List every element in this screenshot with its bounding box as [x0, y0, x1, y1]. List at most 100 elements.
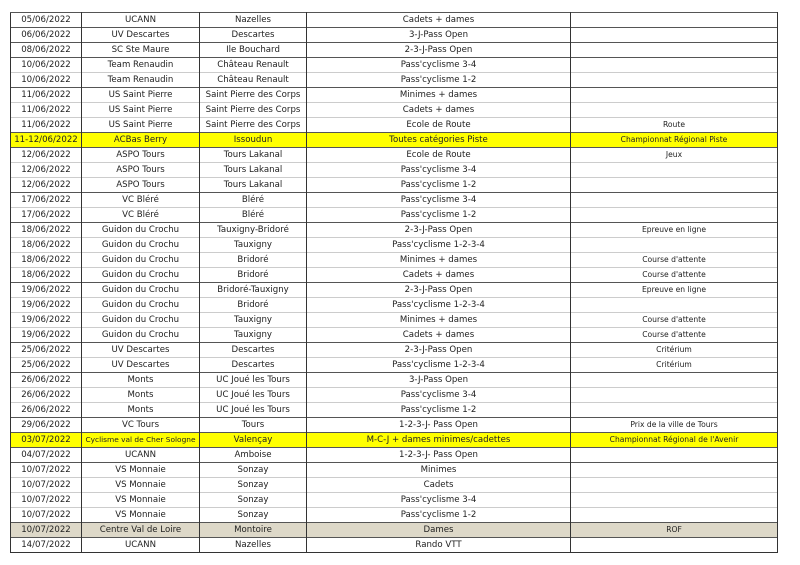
- category-cell: Cadets + dames: [306, 12, 571, 28]
- table-row: 11/06/2022 US Saint Pierre Saint Pierre de…: [10, 87, 778, 103]
- table-row: 11/06/2022 US Saint Pierre Saint Pierre de…: [10, 117, 778, 133]
- club-cell: Guidon du Crochu: [81, 237, 200, 253]
- observation-cell: [570, 507, 778, 523]
- observation-cell: Critérium: [570, 342, 778, 358]
- table-row: 08/06/2022 SC Ste Maure Ile Bouchard 2-3-J-…: [10, 42, 778, 58]
- table-row: 19/06/2022 Guidon du Crochu Bridoré Pass'cy…: [10, 297, 778, 313]
- table-row: 10/07/2022 VS Monnaie Sonzay Minimes: [10, 462, 778, 478]
- category-cell: Ecole de Route: [306, 147, 571, 163]
- date-cell: 19/06/2022: [10, 327, 82, 343]
- location-cell: Tauxigny: [199, 237, 307, 253]
- category-cell: 2-3-J-Pass Open: [306, 222, 571, 238]
- category-cell: Cadets + dames: [306, 267, 571, 283]
- table-row: 25/06/2022 UV Descartes Descartes Pass'cycl…: [10, 357, 778, 373]
- date-cell: 10/06/2022: [10, 72, 82, 88]
- category-cell: Cadets: [306, 477, 571, 493]
- category-cell: Toutes catégories Piste: [306, 132, 571, 148]
- location-cell: Bridoré: [199, 267, 307, 283]
- category-cell: Ecole de Route: [306, 117, 571, 133]
- table-row: 19/06/2022 Guidon du Crochu Tauxigny Cadets…: [10, 327, 778, 343]
- category-cell: Pass'cyclisme 1-2-3-4: [306, 357, 571, 373]
- location-cell: Tauxigny: [199, 312, 307, 328]
- date-cell: 19/06/2022: [10, 297, 82, 313]
- observation-cell: Route: [570, 117, 778, 133]
- table-row: 29/06/2022 VC Tours Tours 1-2-3-J- Pass Ope…: [10, 417, 778, 433]
- date-cell: 29/06/2022: [10, 417, 82, 433]
- date-cell: 10/06/2022: [10, 57, 82, 73]
- location-cell: Nazelles: [199, 537, 307, 553]
- category-cell: 1-2-3-J- Pass Open: [306, 447, 571, 463]
- date-cell: 10/07/2022: [10, 477, 82, 493]
- date-cell: 18/06/2022: [10, 222, 82, 238]
- table-row: 17/06/2022 VC Bléré Bléré Pass'cyclisme 1-2: [10, 207, 778, 223]
- table-row: 25/06/2022 UV Descartes Descartes 2-3-J-Pas…: [10, 342, 778, 358]
- category-cell: Minimes + dames: [306, 312, 571, 328]
- location-cell: Bridoré: [199, 297, 307, 313]
- table-row: 14/07/2022 UCANN Nazelles Rando VTT: [10, 537, 778, 553]
- club-cell: US Saint Pierre: [81, 102, 200, 118]
- date-cell: 18/06/2022: [10, 267, 82, 283]
- location-cell: Descartes: [199, 357, 307, 373]
- date-cell: 11-12/06/2022: [10, 132, 82, 148]
- category-cell: Pass'cyclisme 1-2: [306, 72, 571, 88]
- club-cell: VC Bléré: [81, 192, 200, 208]
- observation-cell: [570, 192, 778, 208]
- observation-cell: [570, 462, 778, 478]
- observation-cell: [570, 207, 778, 223]
- observation-cell: Prix de la ville de Tours: [570, 417, 778, 433]
- date-cell: 25/06/2022: [10, 342, 82, 358]
- location-cell: Montoire: [199, 522, 307, 538]
- observation-cell: Epreuve en ligne: [570, 282, 778, 298]
- observation-cell: [570, 177, 778, 193]
- category-cell: 3-J-Pass Open: [306, 27, 571, 43]
- date-cell: 04/07/2022: [10, 447, 82, 463]
- club-cell: UV Descartes: [81, 357, 200, 373]
- club-cell: Monts: [81, 387, 200, 403]
- observation-cell: [570, 447, 778, 463]
- location-cell: Bridoré-Tauxigny: [199, 282, 307, 298]
- category-cell: Pass'cyclisme 1-2: [306, 207, 571, 223]
- table-row: 18/06/2022 Guidon du Crochu Bridoré Cadets …: [10, 267, 778, 283]
- date-cell: 12/06/2022: [10, 162, 82, 178]
- category-cell: 2-3-J-Pass Open: [306, 342, 571, 358]
- date-cell: 11/06/2022: [10, 102, 82, 118]
- observation-cell: Championnat Régional de l'Avenir: [570, 432, 778, 448]
- date-cell: 10/07/2022: [10, 507, 82, 523]
- observation-cell: Course d'attente: [570, 267, 778, 283]
- club-cell: VS Monnaie: [81, 492, 200, 508]
- date-cell: 19/06/2022: [10, 312, 82, 328]
- club-cell: ACBas Berry: [81, 132, 200, 148]
- club-cell: UV Descartes: [81, 342, 200, 358]
- location-cell: Nazelles: [199, 12, 307, 28]
- location-cell: Descartes: [199, 27, 307, 43]
- observation-cell: [570, 372, 778, 388]
- club-cell: Cyclisme val de Cher Sologne: [81, 432, 200, 448]
- category-cell: 2-3-J-Pass Open: [306, 42, 571, 58]
- club-cell: US Saint Pierre: [81, 117, 200, 133]
- observation-cell: Jeux: [570, 147, 778, 163]
- date-cell: 05/06/2022: [10, 12, 82, 28]
- club-cell: Team Renaudin: [81, 57, 200, 73]
- date-cell: 26/06/2022: [10, 372, 82, 388]
- table-row: 10/07/2022 VS Monnaie Sonzay Cadets: [10, 477, 778, 493]
- club-cell: VS Monnaie: [81, 507, 200, 523]
- location-cell: Château Renault: [199, 72, 307, 88]
- club-cell: UV Descartes: [81, 27, 200, 43]
- date-cell: 12/06/2022: [10, 177, 82, 193]
- location-cell: Bléré: [199, 192, 307, 208]
- table-row: 12/06/2022 ASPO Tours Tours Lakanal Pass'cy…: [10, 162, 778, 178]
- category-cell: Minimes + dames: [306, 252, 571, 268]
- location-cell: UC Joué les Tours: [199, 372, 307, 388]
- date-cell: 14/07/2022: [10, 537, 82, 553]
- club-cell: ASPO Tours: [81, 147, 200, 163]
- table-row: 26/06/2022 Monts UC Joué les Tours Pass'cyc…: [10, 402, 778, 418]
- table-row: 11/06/2022 US Saint Pierre Saint Pierre de…: [10, 102, 778, 118]
- date-cell: 18/06/2022: [10, 237, 82, 253]
- date-cell: 03/07/2022: [10, 432, 82, 448]
- table-row: 10/07/2022 VS Monnaie Sonzay Pass'cyclisme …: [10, 507, 778, 523]
- observation-cell: [570, 87, 778, 103]
- date-cell: 25/06/2022: [10, 357, 82, 373]
- location-cell: Descartes: [199, 342, 307, 358]
- observation-cell: [570, 57, 778, 73]
- club-cell: Monts: [81, 402, 200, 418]
